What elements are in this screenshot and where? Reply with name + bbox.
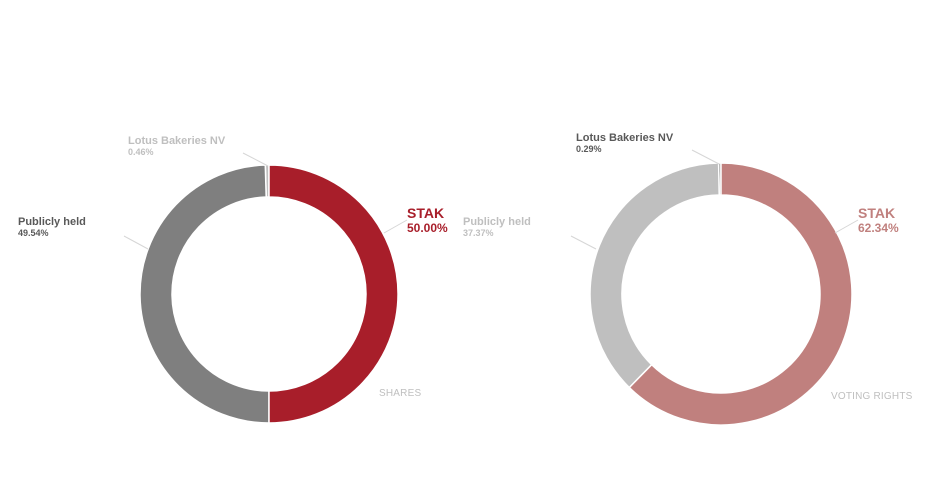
- leader-line-public-shares: [123, 235, 149, 250]
- label-public-voting-name: Publicly held: [463, 216, 531, 228]
- label-stak-shares: STAK 50.00%: [407, 205, 448, 235]
- label-lotus-shares-pct: 0.46%: [128, 147, 154, 157]
- leader-line-lotus-shares: [242, 152, 269, 167]
- label-public-voting: Publicly held 37.37%: [463, 216, 531, 238]
- leader-line-lotus-voting: [691, 149, 720, 165]
- label-stak-voting: STAK 62.34%: [858, 205, 899, 235]
- donut-slice-shares-public: [139, 164, 270, 424]
- label-public-shares-name: Publicly held: [18, 216, 86, 228]
- donut-slice-voting-public: [589, 162, 720, 389]
- label-lotus-voting-pct: 0.29%: [576, 144, 602, 154]
- leader-line-public-voting: [570, 235, 597, 250]
- label-public-shares: Publicly held 49.54%: [18, 216, 86, 238]
- caption-shares: SHARES: [379, 388, 422, 399]
- label-lotus-voting: Lotus Bakeries NV 0.29%: [576, 132, 673, 154]
- label-public-shares-pct: 49.54%: [18, 228, 49, 238]
- caption-voting: VOTING RIGHTS: [831, 391, 913, 402]
- leader-line-stak-voting: [834, 219, 859, 234]
- label-public-voting-pct: 37.37%: [463, 228, 494, 238]
- donut-slice-shares-stak: [268, 164, 399, 424]
- label-lotus-shares-name: Lotus Bakeries NV: [128, 135, 226, 147]
- label-lotus-shares: Lotus Bakeries NV 0.46%: [128, 135, 225, 157]
- label-stak-voting-name: STAK: [858, 205, 896, 221]
- label-stak-shares-name: STAK: [407, 205, 445, 221]
- leader-line-stak-shares: [383, 219, 408, 234]
- label-stak-shares-pct: 50.00%: [407, 221, 448, 235]
- donut-slice-voting-stak: [628, 162, 853, 426]
- label-lotus-voting-name: Lotus Bakeries NV: [576, 132, 674, 144]
- label-stak-voting-pct: 62.34%: [858, 221, 899, 235]
